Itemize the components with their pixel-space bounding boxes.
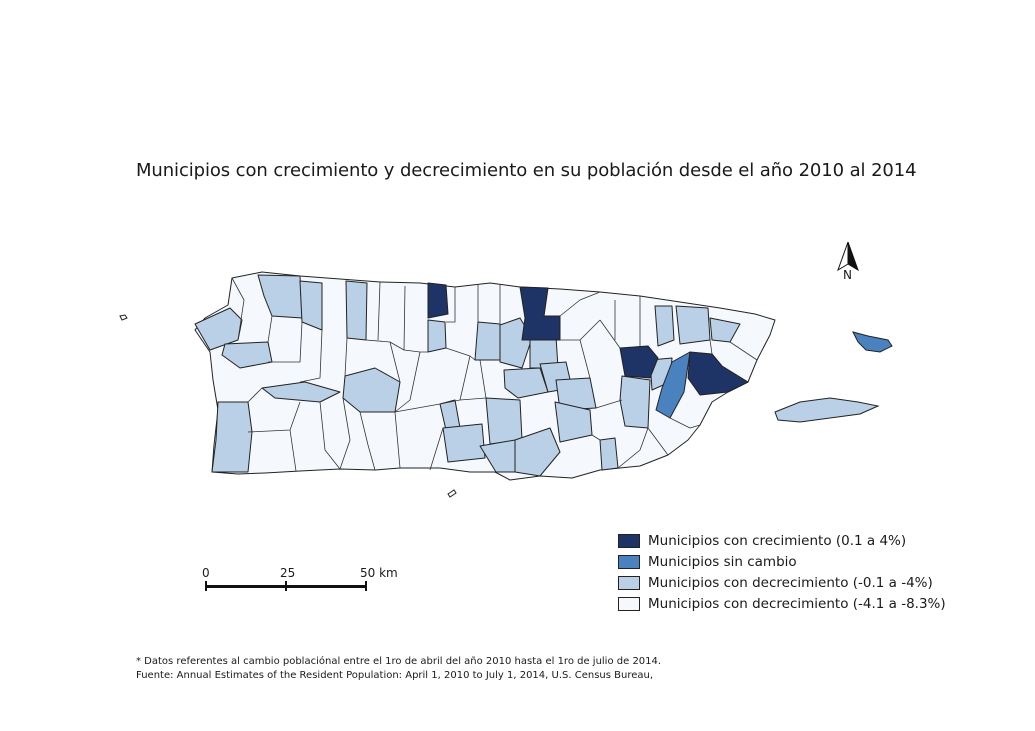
- municipality: [619, 345, 659, 379]
- culebra-island: [852, 331, 893, 353]
- scale-label-0: 0: [202, 566, 210, 580]
- scale-label-25: 25: [280, 566, 296, 580]
- municipality: [211, 401, 253, 473]
- legend-item: Municipios con decrecimiento (-4.1 a -8.…: [618, 593, 946, 614]
- municipality: [599, 437, 619, 471]
- legend-label: Municipios con decrecimiento (-0.1 a -4%…: [648, 574, 933, 591]
- municipality: [194, 307, 243, 351]
- municipality: [654, 305, 675, 347]
- legend-label: Municipios con crecimiento (0.1 a 4%): [648, 532, 907, 549]
- source-notes: * Datos referentes al cambio poblaciónal…: [136, 655, 661, 683]
- municipality: [299, 280, 323, 331]
- legend-item: Municipios sin cambio: [618, 551, 946, 572]
- legend: Municipios con crecimiento (0.1 a 4%) Mu…: [618, 530, 946, 614]
- scale-tick: [205, 581, 207, 591]
- caja-de-muerto-island: [447, 489, 457, 498]
- municipality: [427, 282, 449, 319]
- scale-tick: [365, 581, 367, 591]
- source-note: Fuente: Annual Estimates of the Resident…: [136, 670, 654, 681]
- municipality: [619, 375, 651, 429]
- scale-label-50: 50 km: [360, 566, 398, 580]
- north-arrow-icon: [837, 241, 859, 272]
- vieques-island: [774, 397, 880, 423]
- legend-swatch: [618, 554, 640, 569]
- scale-bar: 0 25 50 km: [200, 566, 410, 596]
- municipality: [514, 427, 561, 477]
- north-arrow: N: [830, 240, 870, 286]
- municipality: [442, 423, 486, 463]
- municipality: [675, 305, 711, 345]
- desecheo-island: [119, 314, 128, 321]
- legend-swatch: [618, 575, 640, 590]
- legend-swatch: [618, 533, 640, 548]
- municipality: [345, 280, 368, 341]
- legend-swatch: [618, 596, 640, 611]
- municipality: [503, 367, 549, 399]
- municipality: [519, 286, 561, 341]
- municipality: [221, 341, 273, 369]
- legend-item: Municipios con decrecimiento (-0.1 a -4%…: [618, 572, 946, 593]
- north-label: N: [843, 268, 852, 282]
- municipality: [427, 319, 447, 353]
- map-title: Municipios con crecimiento y decrecimien…: [136, 160, 917, 181]
- municipality: [485, 397, 523, 445]
- legend-label: Municipios sin cambio: [648, 553, 797, 570]
- scale-tick: [285, 581, 287, 591]
- municipality: [687, 351, 749, 396]
- data-note: * Datos referentes al cambio poblaciónal…: [136, 656, 662, 667]
- legend-item: Municipios con crecimiento (0.1 a 4%): [618, 530, 946, 551]
- municipality: [474, 321, 503, 361]
- legend-label: Municipios con decrecimiento (-4.1 a -8.…: [648, 595, 946, 612]
